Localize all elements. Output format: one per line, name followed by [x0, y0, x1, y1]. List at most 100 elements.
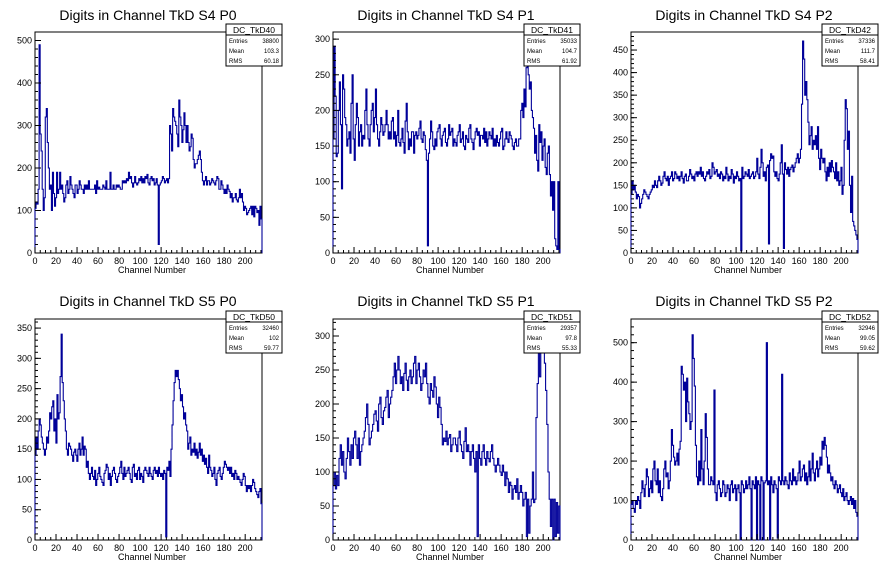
y-tick-label: 400: [17, 78, 32, 88]
histogram-series: [630, 334, 859, 541]
stats-entries-label: Entries: [527, 326, 546, 332]
x-tick-label: 80: [412, 256, 422, 266]
histogram-series: [630, 40, 859, 253]
x-tick-label: 80: [710, 256, 720, 266]
stats-rms-label: RMS: [229, 346, 242, 352]
stats-mean-value: 102: [269, 336, 280, 342]
histogram-series: [34, 333, 263, 540]
stats-box-frame: [523, 23, 581, 67]
x-tick-label: 100: [729, 256, 744, 266]
x-tick-label: 0: [330, 256, 335, 266]
y-tick-label: 0: [623, 535, 628, 545]
y-tick-label: 200: [613, 456, 628, 466]
stats-entries-value: 35033: [560, 39, 577, 45]
stats-rms-label: RMS: [229, 59, 242, 65]
y-tick-label: 0: [325, 248, 330, 258]
y-tick-label: 100: [17, 474, 32, 484]
stats-box-frame: [523, 310, 581, 354]
y-tick-label: 0: [623, 248, 628, 258]
y-tick-label: 400: [613, 377, 628, 387]
histogram-panel-2: Digits in Channel TkD S4 P2 0 20 40 60 80 100 1…: [613, 7, 879, 275]
stats-entries-label: Entries: [825, 39, 844, 45]
x-tick-label: 120: [154, 543, 169, 553]
y-tick-label: 0: [325, 535, 330, 545]
stats-box: DC_TkD52 Entries 32946 Mean 99.05 RMS 59.62: [821, 310, 879, 354]
x-tick-label: 40: [668, 543, 678, 553]
y-tick-label: 300: [17, 353, 32, 363]
x-tick-label: 80: [710, 543, 720, 553]
x-axis-label: Channel Number: [118, 265, 186, 275]
stats-box: DC_TkD50 Entries 32460 Mean 102 RMS 59.77: [225, 310, 283, 354]
x-tick-label: 200: [536, 256, 551, 266]
x-tick-label: 160: [196, 543, 211, 553]
y-tick-label: 100: [315, 467, 330, 477]
y-tick-label: 300: [315, 34, 330, 44]
x-tick-label: 100: [431, 256, 446, 266]
x-tick-label: 200: [834, 543, 849, 553]
stats-mean-value: 111.7: [861, 49, 876, 55]
x-tick-label: 0: [628, 543, 633, 553]
stats-entries-value: 38800: [262, 39, 279, 45]
x-tick-label: 20: [51, 256, 61, 266]
x-tick-label: 140: [771, 256, 786, 266]
x-tick-label: 160: [196, 256, 211, 266]
stats-mean-label: Mean: [527, 49, 542, 55]
stats-rms-label: RMS: [825, 59, 838, 65]
x-tick-label: 60: [391, 543, 401, 553]
x-tick-label: 100: [729, 543, 744, 553]
y-tick-label: 0: [27, 248, 32, 258]
stats-mean-value: 99.05: [860, 336, 876, 342]
histogram-panel-5: Digits in Channel TkD S5 P2 0 20 40 60 80 100 1…: [613, 293, 879, 562]
x-tick-label: 20: [647, 543, 657, 553]
y-tick-label: 100: [613, 496, 628, 506]
x-tick-label: 60: [391, 256, 401, 266]
y-tick-label: 100: [17, 206, 32, 216]
stats-box: DC_TkD42 Entries 37336 Mean 111.7 RMS 58.41: [821, 23, 879, 67]
x-tick-label: 0: [32, 543, 37, 553]
y-tick-label: 150: [315, 141, 330, 151]
x-tick-label: 160: [494, 543, 509, 553]
stats-entries-value: 37336: [858, 39, 875, 45]
stats-name: DC_TkD40: [233, 25, 275, 35]
stats-rms-label: RMS: [527, 59, 540, 65]
chart-title: Digits in Channel TkD S4 P0: [59, 7, 236, 23]
x-tick-label: 140: [175, 256, 190, 266]
x-tick-label: 140: [175, 543, 190, 553]
y-tick-label: 500: [613, 338, 628, 348]
stats-box-frame: [821, 310, 879, 354]
y-tick-label: 300: [613, 113, 628, 123]
stats-entries-label: Entries: [825, 326, 844, 332]
y-tick-label: 250: [315, 365, 330, 375]
y-tick-label: 150: [315, 433, 330, 443]
chart-title: Digits in Channel TkD S5 P1: [357, 293, 534, 309]
x-tick-label: 160: [792, 256, 807, 266]
stats-rms-value: 59.62: [860, 346, 876, 352]
stats-mean-label: Mean: [527, 336, 542, 342]
x-tick-label: 20: [349, 256, 359, 266]
x-tick-label: 80: [114, 256, 124, 266]
stats-name: DC_TkD42: [829, 25, 871, 35]
stats-entries-label: Entries: [229, 39, 248, 45]
stats-entries-label: Entries: [229, 326, 248, 332]
x-tick-label: 200: [238, 543, 253, 553]
x-tick-label: 160: [494, 256, 509, 266]
histogram-panel-4: Digits in Channel TkD S5 P1 0 20 40 60 80 100 1…: [315, 293, 581, 562]
x-tick-label: 40: [370, 543, 380, 553]
stats-box: DC_TkD41 Entries 35033 Mean 104.7 RMS 61.92: [523, 23, 581, 67]
stats-mean-label: Mean: [825, 336, 840, 342]
chart-title: Digits in Channel TkD S5 P0: [59, 293, 236, 309]
x-tick-label: 20: [647, 256, 657, 266]
histogram-panel-3: Digits in Channel TkD S5 P0 0 20 40 60 80 100 1…: [17, 293, 283, 562]
y-tick-label: 350: [613, 90, 628, 100]
x-tick-label: 0: [330, 543, 335, 553]
x-tick-label: 60: [93, 543, 103, 553]
stats-mean-label: Mean: [229, 49, 244, 55]
y-tick-label: 300: [17, 121, 32, 131]
y-tick-label: 250: [17, 384, 32, 394]
stats-rms-label: RMS: [825, 346, 838, 352]
y-tick-label: 150: [613, 180, 628, 190]
y-tick-label: 350: [17, 323, 32, 333]
x-tick-label: 100: [133, 256, 148, 266]
stats-name: DC_TkD51: [531, 312, 573, 322]
x-tick-label: 40: [72, 256, 82, 266]
